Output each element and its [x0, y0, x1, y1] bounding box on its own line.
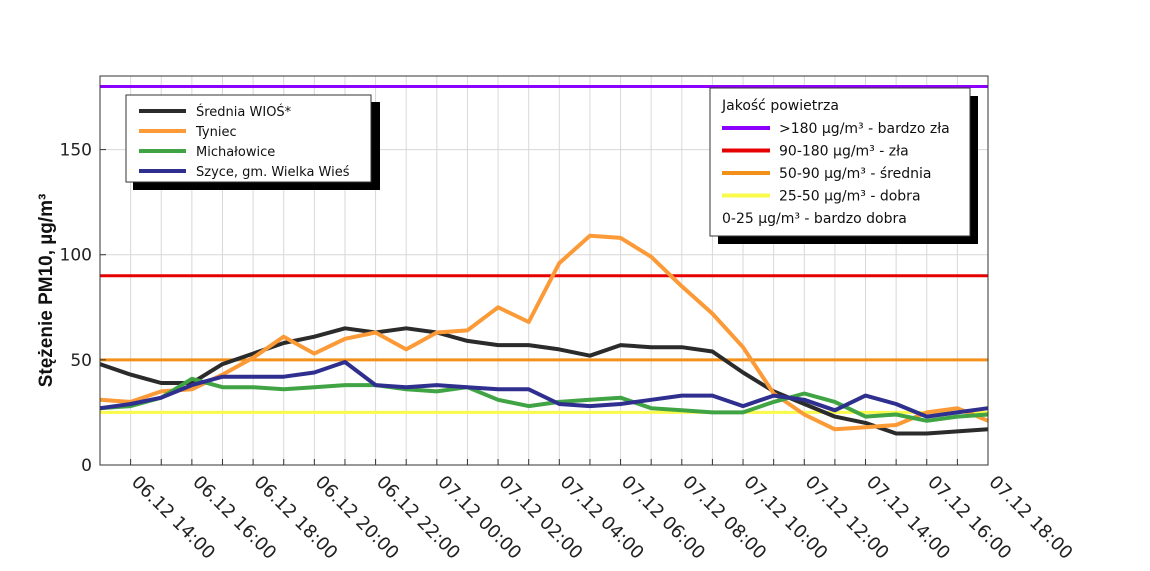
y-tick-label: 0 — [81, 456, 92, 476]
series-legend-label: Średnia WIOŚ* — [196, 104, 292, 120]
series-line — [99, 326, 989, 436]
y-tick-label: 150 — [60, 141, 92, 161]
quality-legend-label: >180 µg/m³ - bardzo zła — [779, 121, 950, 137]
quality-legend-label: 0-25 µg/m³ - bardzo dobra — [722, 211, 907, 227]
series-line — [99, 376, 989, 423]
series-legend-label: Szyce, gm. Wielka Wieś — [196, 165, 350, 180]
quality-legend-box — [709, 87, 971, 237]
quality-legend-label: 25-50 µg/m³ - dobra — [779, 189, 921, 205]
series-line — [99, 233, 989, 432]
y-tick-label: 50 — [70, 351, 92, 371]
y-axis-ticks: 0 50 100 150 — [60, 141, 106, 476]
y-tick-label: 100 — [60, 246, 92, 266]
quality-legend-label: 90-180 µg/m³ - zła — [779, 144, 909, 160]
series-legend-label: Tyniec — [195, 125, 237, 140]
quality-legend-label: 50-90 µg/m³ - średnia — [779, 166, 931, 182]
quality-legend-title: Jakość powietrza — [721, 98, 839, 114]
series-legend: Średnia WIOŚ* Tyniec Michałowice Szyce, gm.… — [125, 94, 380, 190]
plot-frame — [99, 75, 989, 466]
air-quality-legend: Jakość powietrza >180 µg/m³ - bardzo zła… — [709, 87, 978, 244]
series-legend-label: Michałowice — [196, 145, 275, 160]
data-series — [99, 233, 989, 436]
series-line — [99, 360, 989, 419]
y-axis-label: Stężenie PM10, µg/m³ — [36, 194, 57, 388]
